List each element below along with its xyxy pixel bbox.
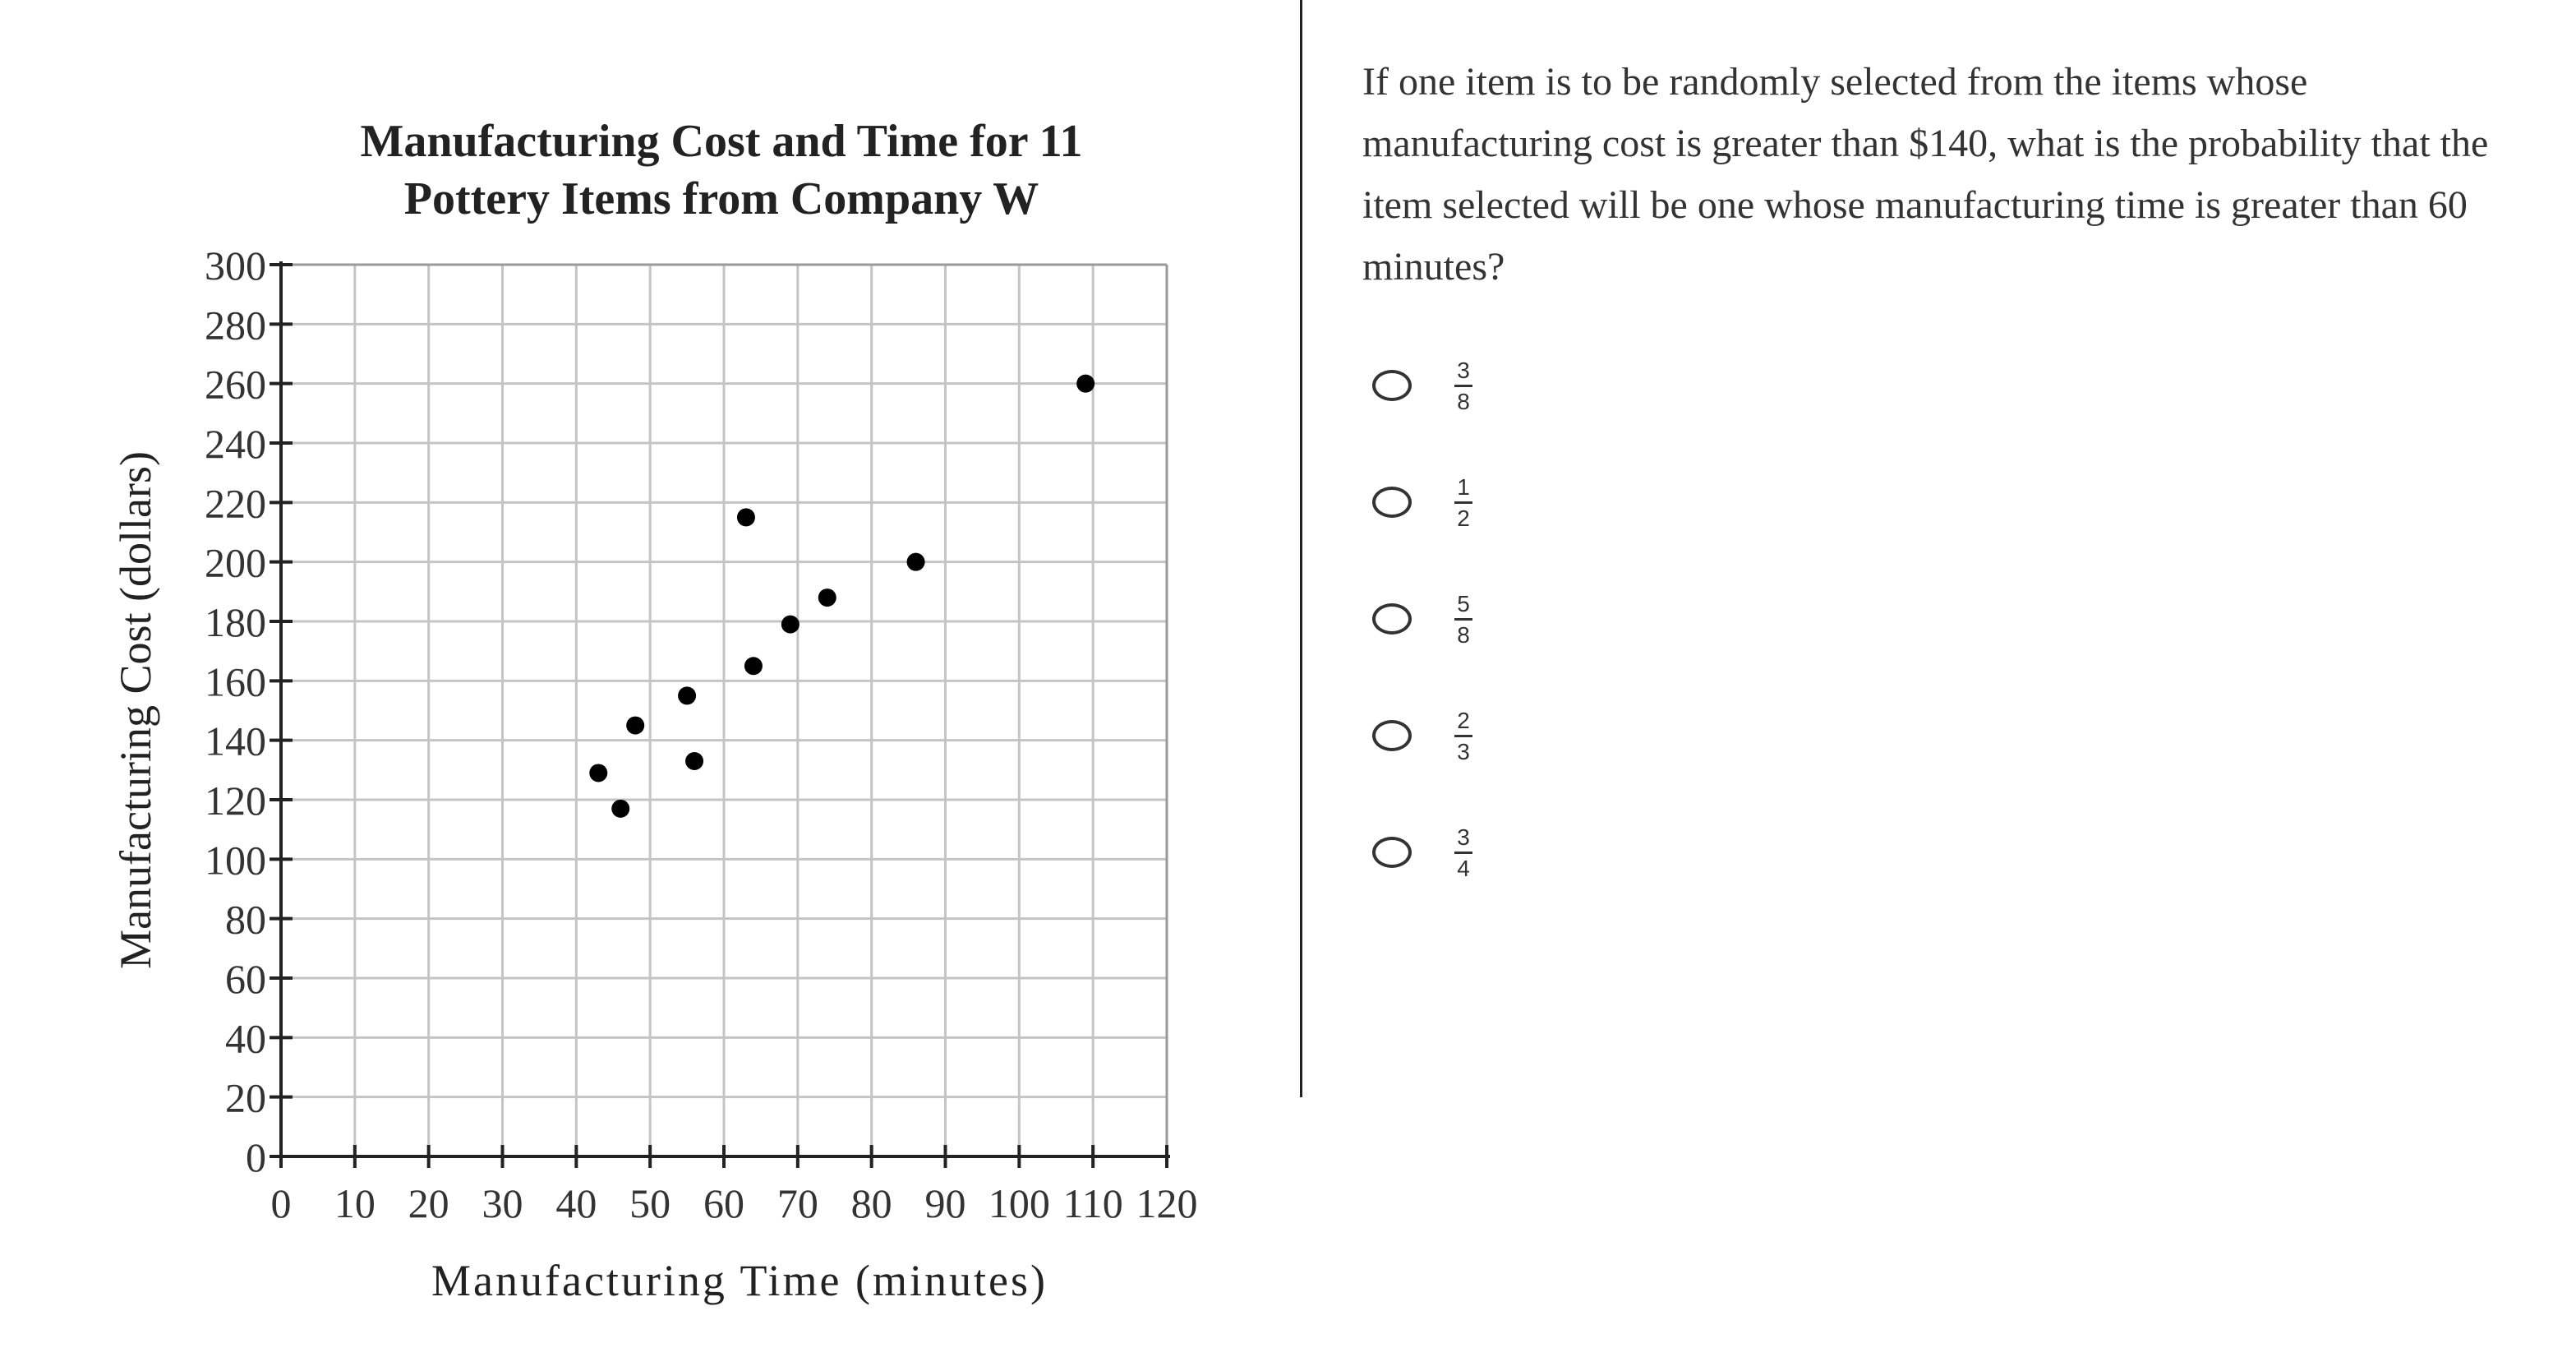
y-tick-label: 140 [205, 718, 266, 764]
fraction-bar [1454, 501, 1472, 504]
question-pane: If one item is to be randomly selected f… [1362, 51, 2529, 932]
y-tick-label: 300 [205, 242, 266, 288]
radio-button[interactable] [1372, 837, 1412, 868]
x-tick-label: 0 [271, 1180, 292, 1226]
fraction-bar [1454, 384, 1472, 387]
x-tick-label: 10 [334, 1180, 376, 1226]
y-tick-label: 100 [205, 837, 266, 883]
pane-divider [1300, 0, 1302, 1097]
scatter-chart: Manufacturing Cost and Time for 11 Potter… [111, 116, 1198, 1305]
x-tick-label: 40 [555, 1180, 597, 1226]
fraction-numerator: 1 [1457, 473, 1470, 500]
data-point [744, 657, 763, 676]
x-tick-label: 80 [851, 1180, 892, 1226]
x-tick-label: 70 [777, 1180, 818, 1226]
fraction-numerator: 3 [1457, 824, 1470, 850]
chart-title-line: Pottery Items from Company W [404, 173, 1039, 224]
data-point [678, 686, 697, 705]
data-point [818, 588, 836, 607]
y-tick-label: 60 [225, 956, 266, 1002]
y-axis-label: Manufacturing Cost (dollars) [111, 451, 160, 969]
data-point [685, 751, 704, 770]
fraction-bar [1454, 851, 1472, 854]
data-point [589, 764, 608, 782]
data-point [1076, 374, 1095, 393]
y-tick-label: 280 [205, 302, 266, 348]
x-tick-label: 120 [1136, 1180, 1198, 1226]
fraction-numerator: 3 [1457, 357, 1470, 383]
y-tick-label: 200 [205, 540, 266, 586]
fraction-numerator: 2 [1457, 707, 1470, 733]
fraction-numerator: 5 [1457, 590, 1470, 616]
y-tick-label: 180 [205, 599, 266, 645]
question-text: If one item is to be randomly selected f… [1362, 60, 2489, 288]
radio-button[interactable] [1372, 487, 1412, 518]
fraction-bar [1454, 734, 1472, 737]
fraction-denominator: 3 [1457, 738, 1470, 764]
y-tick-label: 220 [205, 480, 266, 526]
x-tick-label: 50 [629, 1180, 670, 1226]
x-tick-label: 100 [988, 1180, 1050, 1226]
radio-button[interactable] [1372, 370, 1412, 401]
y-tick-label: 120 [205, 778, 266, 824]
data-point [906, 552, 925, 571]
y-tick-label: 80 [225, 897, 266, 943]
fraction-denominator: 8 [1457, 388, 1470, 414]
fraction-bar [1454, 617, 1472, 621]
fraction-denominator: 2 [1457, 505, 1470, 531]
data-point [626, 716, 645, 735]
y-tick-label: 160 [205, 658, 266, 704]
y-tick-label: 240 [205, 421, 266, 467]
data-point [781, 615, 800, 634]
chart-title-line: Manufacturing Cost and Time for 11 [361, 116, 1083, 167]
x-tick-label: 60 [703, 1180, 744, 1226]
data-point [736, 508, 755, 527]
x-tick-label: 90 [925, 1180, 966, 1226]
y-tick-label: 40 [225, 1015, 266, 1061]
x-tick-label: 30 [482, 1180, 523, 1226]
fraction-denominator: 8 [1457, 621, 1470, 648]
chart-svg: Manufacturing Cost and Time for 11 Potter… [111, 116, 1198, 1305]
y-tick-label: 20 [225, 1075, 266, 1121]
radio-button[interactable] [1372, 720, 1412, 751]
fraction-denominator: 4 [1457, 855, 1470, 881]
radio-button[interactable] [1372, 603, 1412, 635]
data-point [611, 799, 630, 818]
x-tick-label: 20 [408, 1180, 449, 1226]
x-axis-label: Manufacturing Time (minutes) [431, 1256, 1048, 1305]
y-tick-label: 260 [205, 362, 266, 408]
x-tick-label: 110 [1063, 1180, 1123, 1226]
y-tick-label: 0 [246, 1134, 266, 1180]
